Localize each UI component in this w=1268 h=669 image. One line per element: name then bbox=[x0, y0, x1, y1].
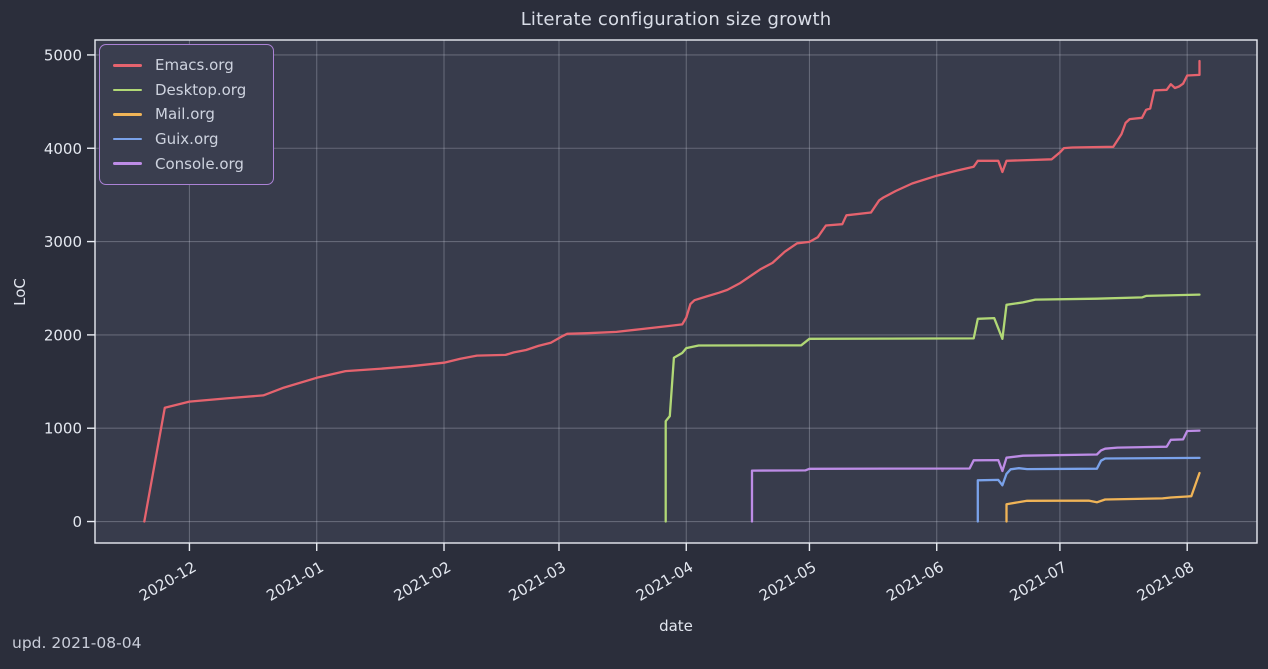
series-line-emacs-org bbox=[143, 59, 1201, 523]
legend-label-guix-org: Guix.org bbox=[155, 130, 219, 149]
legend-swatch-console-org bbox=[113, 162, 142, 165]
legend-label-desktop-org: Desktop.org bbox=[155, 80, 247, 99]
x-tick-label: 2021-04 bbox=[633, 558, 696, 605]
legend-swatch-emacs-org bbox=[113, 64, 142, 67]
legend-swatch-desktop-org bbox=[113, 88, 142, 92]
legend-label-mail-org: Mail.org bbox=[155, 105, 215, 124]
legend-item-guix-org: Guix.org bbox=[113, 127, 255, 152]
axes-spines bbox=[94, 39, 1258, 544]
legend-item-desktop-org: Desktop.org bbox=[113, 78, 255, 103]
y-tick-label: 5000 bbox=[44, 46, 82, 64]
legend-swatch-mail-org bbox=[113, 113, 142, 116]
legend-item-mail-org: Mail.org bbox=[113, 102, 255, 127]
y-tick-label: 0 bbox=[72, 513, 82, 531]
x-axis-label: date bbox=[659, 617, 693, 635]
y-axis-label: LoC bbox=[11, 278, 29, 306]
y-tick-label: 3000 bbox=[44, 233, 82, 251]
y-tick-label: 4000 bbox=[44, 140, 82, 158]
x-tick-label: 2021-01 bbox=[263, 558, 326, 605]
series-line-desktop-org bbox=[664, 293, 1201, 523]
x-tick-label: 2021-08 bbox=[1134, 558, 1197, 605]
chart-title: Literate configuration size growth bbox=[520, 9, 832, 30]
y-tick-label: 1000 bbox=[44, 420, 82, 438]
series-line-console-org bbox=[750, 429, 1201, 523]
legend: Emacs.org Desktop.org Mail.org Guix.org Cons… bbox=[99, 44, 274, 185]
update-note: upd. 2021-08-04 bbox=[12, 634, 142, 652]
legend-label-emacs-org: Emacs.org bbox=[155, 56, 234, 75]
legend-item-console-org: Console.org bbox=[113, 151, 255, 176]
series-line-guix-org bbox=[976, 456, 1201, 523]
legend-item-emacs-org: Emacs.org bbox=[113, 53, 255, 78]
plot-background bbox=[95, 40, 1257, 543]
x-tick-label: 2021-03 bbox=[506, 558, 569, 605]
x-tick-label: 2021-07 bbox=[1007, 558, 1070, 605]
x-tick-label: 2020-12 bbox=[136, 558, 199, 605]
legend-swatch-guix-org bbox=[113, 137, 142, 141]
series-line-mail-org bbox=[1005, 471, 1201, 523]
x-tick-label: 2021-06 bbox=[883, 558, 946, 605]
legend-label-console-org: Console.org bbox=[155, 154, 244, 173]
y-tick-label: 2000 bbox=[44, 326, 82, 344]
x-tick-label: 2021-05 bbox=[756, 558, 819, 605]
x-tick-label: 2021-02 bbox=[391, 558, 454, 605]
